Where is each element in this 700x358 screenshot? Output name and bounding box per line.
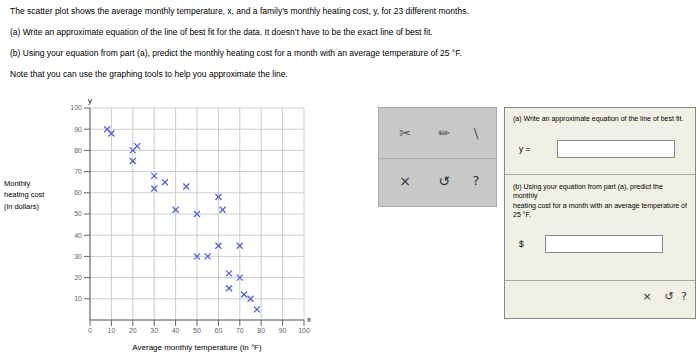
svg-text:10: 10: [74, 295, 82, 302]
html-text:y =: y =: [519, 144, 531, 154]
svg-text:40: 40: [172, 327, 180, 334]
svg-text:20: 20: [74, 274, 82, 281]
html-text:Note that you can use the grap: Note that you can use the graphing tools…: [10, 69, 288, 79]
html-text:Monthly heating cost (in dolla: Monthly heating cost (in dollars): [4, 179, 45, 211]
html-text:(b) Using your equation from p: (b) Using your equation from part (a), p…: [10, 48, 462, 58]
html-text:(a) Write an approximate equat: (a) Write an approximate equation of the…: [513, 115, 684, 122]
svg-text:80: 80: [74, 147, 82, 154]
html-text:y: y: [88, 96, 92, 105]
html-text:(a) Write an approximate equat: (a) Write an approximate equation of the…: [10, 27, 433, 37]
svg-text:50: 50: [193, 327, 201, 334]
svg-text:40: 40: [74, 232, 82, 239]
svg-text:10: 10: [108, 327, 116, 334]
svg-text:80: 80: [257, 327, 265, 334]
svg-text:100: 100: [70, 104, 82, 111]
svg-text:60: 60: [74, 189, 82, 196]
svg-text:Average monthly temperature (i: Average monthly temperature (in °F): [132, 343, 262, 352]
svg-text:50: 50: [74, 210, 82, 217]
svg-text:70: 70: [236, 327, 244, 334]
svg-text:60: 60: [215, 327, 223, 334]
svg-text:30: 30: [74, 253, 82, 260]
svg-text:90: 90: [74, 126, 82, 133]
svg-text:20: 20: [129, 327, 137, 334]
html-text:x: x: [307, 315, 311, 324]
html-text:The scatter plot shows the ave: The scatter plot shows the average month…: [10, 6, 469, 16]
svg-text:70: 70: [74, 168, 82, 175]
html-text:(b) Using your equation from p: (b) Using your equation from part (a), p…: [513, 183, 687, 219]
svg-text:100: 100: [298, 327, 310, 334]
svg-text:90: 90: [279, 327, 287, 334]
svg-text:30: 30: [150, 327, 158, 334]
svg-text:0: 0: [88, 327, 92, 334]
